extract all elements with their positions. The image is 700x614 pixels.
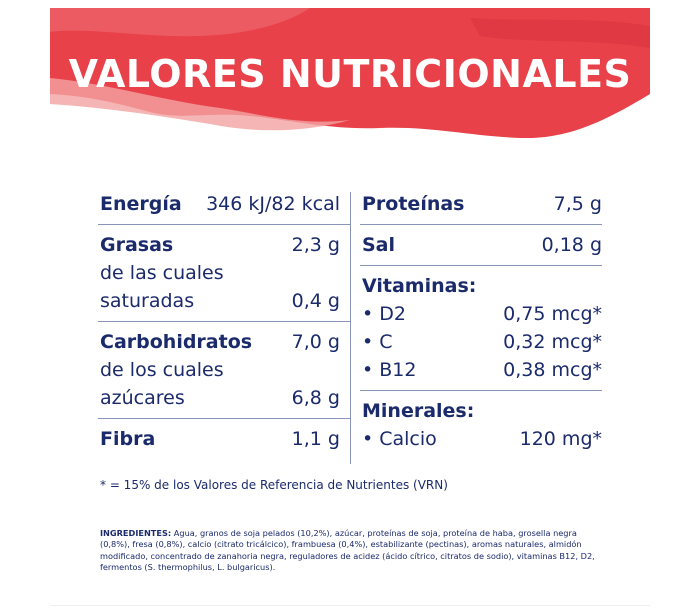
- sal-label: Sal: [362, 234, 396, 256]
- fibra-row: Fibra 1,1 g: [100, 419, 340, 453]
- sal-row: Sal 0,18 g: [362, 225, 602, 265]
- vitamina-c-value: 0,32 mcg*: [503, 331, 602, 353]
- grasas-row: Grasas 2,3 g de las cuales saturadas 0,4…: [100, 225, 340, 321]
- nutrition-right-column: Proteínas 7,5 g Sal 0,18 g Vitaminas: • …: [360, 190, 602, 453]
- grasas-value: 2,3 g: [291, 234, 340, 256]
- ingredients-label: INGREDIENTES:: [100, 528, 172, 538]
- vitamina-b12-label: • B12: [362, 359, 417, 381]
- energia-value: 346 kJ/82 kcal: [206, 193, 340, 215]
- vitamina-c-label: • C: [362, 331, 393, 353]
- minerales-row: Minerales: • Calcio 120 mg*: [362, 391, 602, 453]
- ingredients-list: Agua, granos de soja pelados (10,2%), az…: [100, 528, 595, 573]
- azucares-label: azúcares: [100, 387, 185, 409]
- vrn-footnote: * = 15% de los Valores de Referencia de …: [100, 478, 448, 492]
- vitaminas-label: Vitaminas:: [362, 275, 477, 297]
- vitamina-d2-value: 0,75 mcg*: [503, 303, 602, 325]
- proteinas-label: Proteínas: [362, 193, 465, 215]
- grasas-sub-label: de las cuales: [100, 262, 224, 284]
- vitamina-b12-value: 0,38 mcg*: [503, 359, 602, 381]
- calcio-label: • Calcio: [362, 428, 437, 450]
- carbohidratos-row: Carbohidratos 7,0 g de los cuales azúcar…: [100, 322, 340, 418]
- sal-value: 0,18 g: [541, 234, 602, 256]
- saturadas-label: saturadas: [100, 290, 195, 312]
- fibra-label: Fibra: [100, 428, 156, 450]
- divider: [360, 265, 602, 266]
- proteinas-value: 7,5 g: [553, 193, 602, 215]
- column-divider: [350, 192, 351, 464]
- nutrition-left-column: Energía 346 kJ/82 kcal Grasas 2,3 g de l…: [98, 190, 350, 453]
- vitamina-d2-label: • D2: [362, 303, 406, 325]
- banner-title: VALORES NUTRICIONALES: [68, 52, 632, 96]
- calcio-value: 120 mg*: [519, 428, 602, 450]
- divider: [360, 390, 602, 391]
- divider: [98, 224, 350, 225]
- bottom-divider: [50, 605, 650, 606]
- divider: [98, 321, 350, 322]
- vitaminas-row: Vitaminas: • D2 0,75 mcg* • C 0,32 mcg* …: [362, 266, 602, 390]
- minerales-label: Minerales:: [362, 400, 475, 422]
- ingredients-text: INGREDIENTES: Agua, granos de soja pelad…: [100, 528, 602, 574]
- grasas-label: Grasas: [100, 234, 174, 256]
- divider: [360, 224, 602, 225]
- proteinas-row: Proteínas 7,5 g: [362, 190, 602, 224]
- saturadas-value: 0,4 g: [291, 290, 340, 312]
- energia-row: Energía 346 kJ/82 kcal: [100, 190, 340, 224]
- energia-label: Energía: [100, 193, 182, 215]
- title-banner: VALORES NUTRICIONALES: [50, 8, 650, 138]
- brush-background: [50, 8, 650, 138]
- fibra-value: 1,1 g: [291, 428, 340, 450]
- carbohidratos-sub-label: de los cuales: [100, 359, 224, 381]
- azucares-value: 6,8 g: [291, 387, 340, 409]
- carbohidratos-label: Carbohidratos: [100, 331, 253, 353]
- carbohidratos-value: 7,0 g: [291, 331, 340, 353]
- divider: [98, 418, 350, 419]
